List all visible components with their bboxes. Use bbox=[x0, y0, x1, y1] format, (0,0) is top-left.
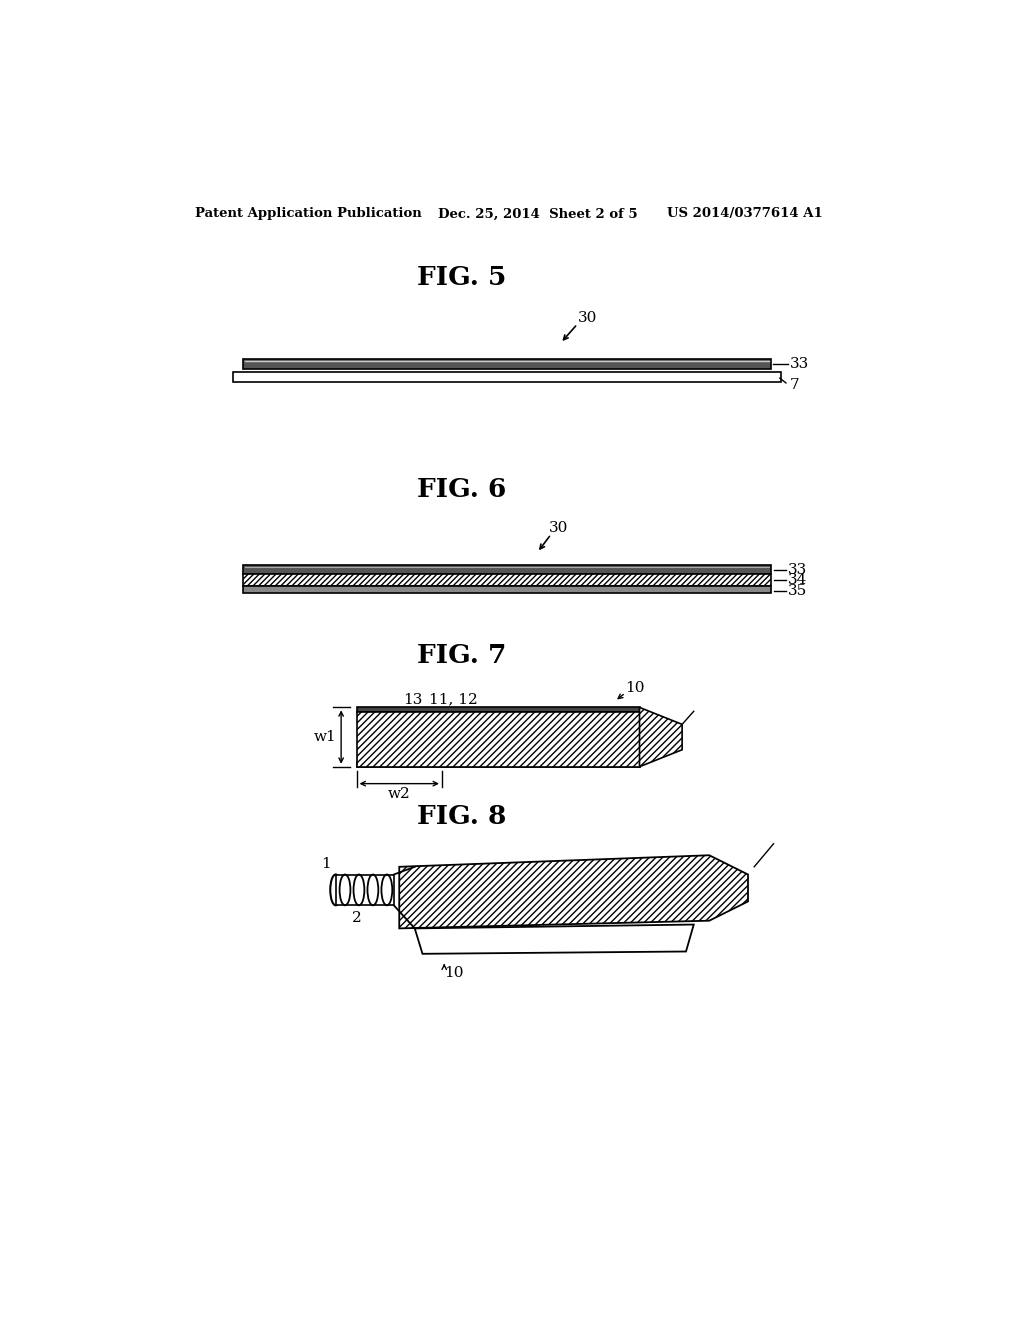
Text: 30: 30 bbox=[578, 310, 597, 325]
Bar bbox=[243, 574, 771, 586]
Text: Patent Application Publication: Patent Application Publication bbox=[196, 207, 422, 220]
Text: 35: 35 bbox=[787, 585, 807, 598]
Bar bbox=[356, 711, 640, 767]
Text: 2: 2 bbox=[352, 911, 361, 925]
Text: FIG. 7: FIG. 7 bbox=[417, 643, 506, 668]
Text: 1: 1 bbox=[321, 858, 331, 871]
Text: FIG. 8: FIG. 8 bbox=[417, 804, 506, 829]
Text: Dec. 25, 2014  Sheet 2 of 5: Dec. 25, 2014 Sheet 2 of 5 bbox=[438, 207, 638, 220]
Bar bbox=[243, 586, 771, 594]
Bar bbox=[356, 762, 640, 767]
Bar bbox=[243, 359, 771, 370]
Text: 33: 33 bbox=[790, 356, 809, 371]
Text: FIG. 5: FIG. 5 bbox=[417, 265, 506, 290]
Bar bbox=[233, 372, 780, 383]
Text: 30: 30 bbox=[549, 521, 568, 535]
Text: 13: 13 bbox=[403, 693, 423, 706]
Polygon shape bbox=[640, 708, 682, 767]
Text: 33: 33 bbox=[787, 562, 807, 577]
Text: FIG. 6: FIG. 6 bbox=[417, 477, 506, 502]
Polygon shape bbox=[399, 855, 748, 928]
Text: 11, 12: 11, 12 bbox=[429, 693, 478, 706]
Bar bbox=[243, 565, 771, 574]
Ellipse shape bbox=[331, 875, 341, 906]
Polygon shape bbox=[415, 924, 693, 954]
Text: 10: 10 bbox=[626, 681, 645, 696]
Bar bbox=[336, 875, 394, 906]
Text: w2: w2 bbox=[388, 788, 411, 801]
Text: w1: w1 bbox=[313, 730, 337, 744]
Text: 7: 7 bbox=[790, 378, 800, 392]
Bar bbox=[356, 708, 640, 711]
Text: 34: 34 bbox=[787, 573, 807, 587]
Text: 10: 10 bbox=[443, 966, 463, 979]
Text: US 2014/0377614 A1: US 2014/0377614 A1 bbox=[667, 207, 822, 220]
